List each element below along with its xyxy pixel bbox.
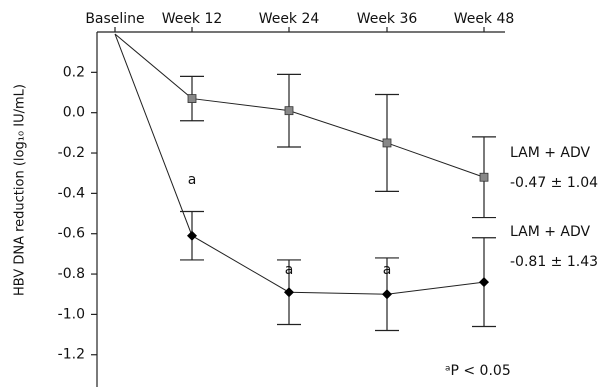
y-tick-label: -0.6 [58, 226, 85, 242]
annotation: a [285, 262, 294, 278]
point [479, 172, 489, 182]
y-axis-label: HBV DNA reduction (log₁₀ IU/mL) [13, 84, 28, 296]
y-tick-label: -1.2 [58, 347, 85, 363]
x-tick-label: Baseline [85, 11, 144, 27]
x-tick-label: Week 24 [259, 11, 320, 27]
point [284, 287, 294, 298]
footnote: ᵃP < 0.05 [445, 363, 511, 379]
annotation: a [188, 172, 197, 188]
x-tick-label: Week 48 [454, 11, 515, 27]
point [187, 94, 197, 103]
series-note: -0.81 ± 1.43 [510, 254, 598, 270]
series-note: -0.47 ± 1.04 [510, 175, 598, 191]
series-line [114, 33, 485, 295]
point [187, 230, 197, 241]
series-line [114, 33, 485, 178]
series-label: LAM + ADV [510, 145, 591, 161]
point [382, 138, 392, 148]
series-label: LAM + ADV [510, 224, 591, 240]
y-tick-label: 0.2 [63, 64, 85, 80]
y-tick-label: 0.0 [63, 105, 85, 121]
point [284, 106, 294, 116]
annotation: a [383, 262, 392, 278]
x-tick-label: Week 12 [162, 11, 223, 27]
y-tick-label: -0.4 [58, 185, 85, 201]
x-tick-label: Week 36 [357, 11, 418, 27]
point [479, 277, 489, 288]
point [382, 289, 392, 300]
y-tick-label: -1.0 [58, 306, 85, 322]
y-tick-label: -0.8 [58, 266, 85, 282]
y-tick-label: -0.2 [58, 145, 85, 161]
